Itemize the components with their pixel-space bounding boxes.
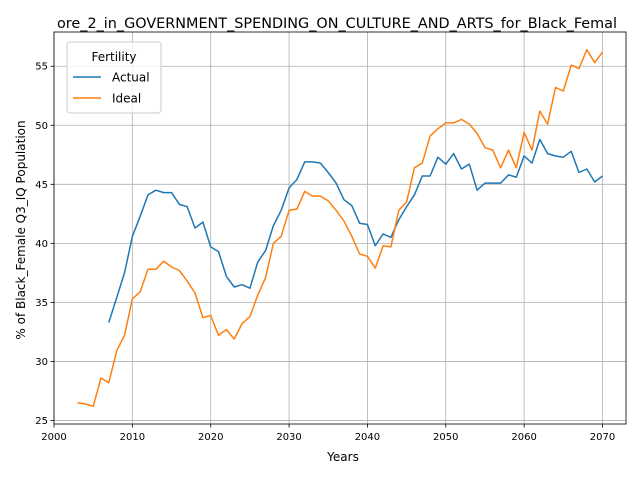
grid: [53, 32, 626, 424]
x-tick-label: 2030: [276, 432, 301, 443]
x-tick-label: 2040: [355, 432, 380, 443]
series-lines: [77, 48, 604, 408]
chart-title: ore_2_in_GOVERNMENT_SPENDING_ON_CULTURE_…: [57, 16, 617, 32]
plot-frame: [53, 31, 627, 425]
x-tick-label: 2020: [198, 432, 223, 443]
x-tick-label: 2060: [511, 432, 536, 443]
legend: Fertility Actual Ideal: [66, 41, 162, 114]
x-axis-label: Years: [326, 450, 359, 464]
x-tick-label: 2070: [590, 432, 615, 443]
y-tick-label: 45: [35, 180, 48, 191]
y-tick-label: 50: [35, 121, 48, 132]
y-tick-label: 40: [35, 239, 48, 250]
series-line-actual: [108, 138, 603, 323]
y-tick-label: 35: [35, 298, 48, 309]
legend-box: [66, 41, 162, 114]
legend-title: Fertility: [91, 50, 136, 64]
y-axis-ticks: 25 30 35 40 45 50 55: [35, 62, 54, 427]
series-line-ideal: [77, 48, 604, 408]
y-tick-label: 55: [35, 62, 48, 73]
x-axis-ticks: 2000 2010 2020 2030 2040 2050 2060 2070: [41, 424, 615, 443]
x-tick-label: 2000: [41, 432, 66, 443]
legend-label-ideal: Ideal: [112, 92, 141, 106]
y-tick-label: 25: [35, 416, 48, 427]
legend-label-actual: Actual: [112, 71, 150, 85]
y-axis-label: % of Black_Female Q3_IQ Population: [14, 120, 28, 339]
x-tick-label: 2010: [120, 432, 145, 443]
x-tick-label: 2050: [433, 432, 458, 443]
y-tick-label: 30: [35, 357, 48, 368]
